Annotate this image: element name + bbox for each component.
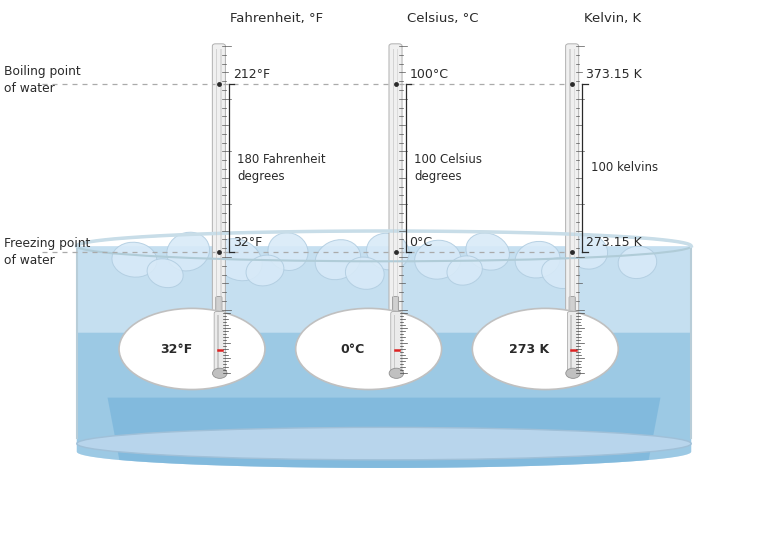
- Text: Boiling point
of water: Boiling point of water: [4, 64, 81, 95]
- Bar: [569, 49, 571, 360]
- Bar: [394, 315, 396, 372]
- FancyBboxPatch shape: [569, 296, 575, 364]
- Text: 100 kelvins: 100 kelvins: [591, 161, 657, 174]
- Ellipse shape: [515, 241, 560, 278]
- FancyBboxPatch shape: [212, 44, 226, 365]
- Ellipse shape: [147, 259, 183, 288]
- Text: 32°F: 32°F: [233, 236, 262, 249]
- Text: 373.15 K: 373.15 K: [586, 68, 642, 81]
- Circle shape: [389, 368, 404, 378]
- Polygon shape: [77, 246, 691, 468]
- Ellipse shape: [541, 258, 580, 288]
- Text: 273.15 K: 273.15 K: [586, 236, 642, 249]
- Ellipse shape: [568, 234, 607, 269]
- FancyBboxPatch shape: [391, 312, 402, 375]
- Text: 0°C: 0°C: [340, 343, 365, 357]
- Ellipse shape: [472, 308, 618, 390]
- Text: Celsius, °C: Celsius, °C: [407, 12, 478, 25]
- Bar: [571, 315, 572, 372]
- FancyBboxPatch shape: [565, 44, 579, 365]
- Ellipse shape: [366, 233, 409, 270]
- Ellipse shape: [77, 427, 691, 460]
- Text: 0°C: 0°C: [409, 236, 432, 249]
- Text: Freezing point
of water: Freezing point of water: [4, 236, 90, 267]
- Ellipse shape: [618, 246, 657, 279]
- Circle shape: [566, 368, 581, 378]
- Ellipse shape: [268, 233, 308, 270]
- FancyBboxPatch shape: [216, 296, 222, 364]
- Bar: [217, 315, 219, 372]
- Ellipse shape: [296, 308, 442, 390]
- FancyBboxPatch shape: [392, 296, 399, 364]
- Circle shape: [213, 368, 227, 378]
- Bar: [397, 49, 398, 360]
- Ellipse shape: [214, 239, 262, 281]
- FancyBboxPatch shape: [214, 312, 225, 375]
- Ellipse shape: [447, 256, 482, 285]
- Ellipse shape: [112, 242, 157, 277]
- Polygon shape: [108, 398, 660, 468]
- Text: 100°C: 100°C: [409, 68, 449, 81]
- Bar: [393, 49, 394, 360]
- FancyBboxPatch shape: [568, 312, 578, 375]
- Text: Kelvin, K: Kelvin, K: [584, 12, 641, 25]
- Ellipse shape: [246, 255, 284, 286]
- Ellipse shape: [167, 232, 210, 271]
- Ellipse shape: [119, 308, 265, 390]
- Text: 273 K: 273 K: [509, 343, 549, 357]
- Ellipse shape: [346, 257, 384, 289]
- Text: 212°F: 212°F: [233, 68, 270, 81]
- Text: 100 Celsius
degrees: 100 Celsius degrees: [414, 153, 482, 183]
- Text: 32°F: 32°F: [160, 343, 192, 357]
- Text: Fahrenheit, °F: Fahrenheit, °F: [230, 12, 323, 25]
- Ellipse shape: [466, 233, 509, 270]
- Text: 180 Fahrenheit
degrees: 180 Fahrenheit degrees: [237, 153, 326, 183]
- Ellipse shape: [315, 240, 361, 280]
- Ellipse shape: [415, 240, 461, 279]
- Bar: [220, 49, 221, 360]
- Polygon shape: [77, 333, 691, 468]
- FancyBboxPatch shape: [389, 44, 402, 365]
